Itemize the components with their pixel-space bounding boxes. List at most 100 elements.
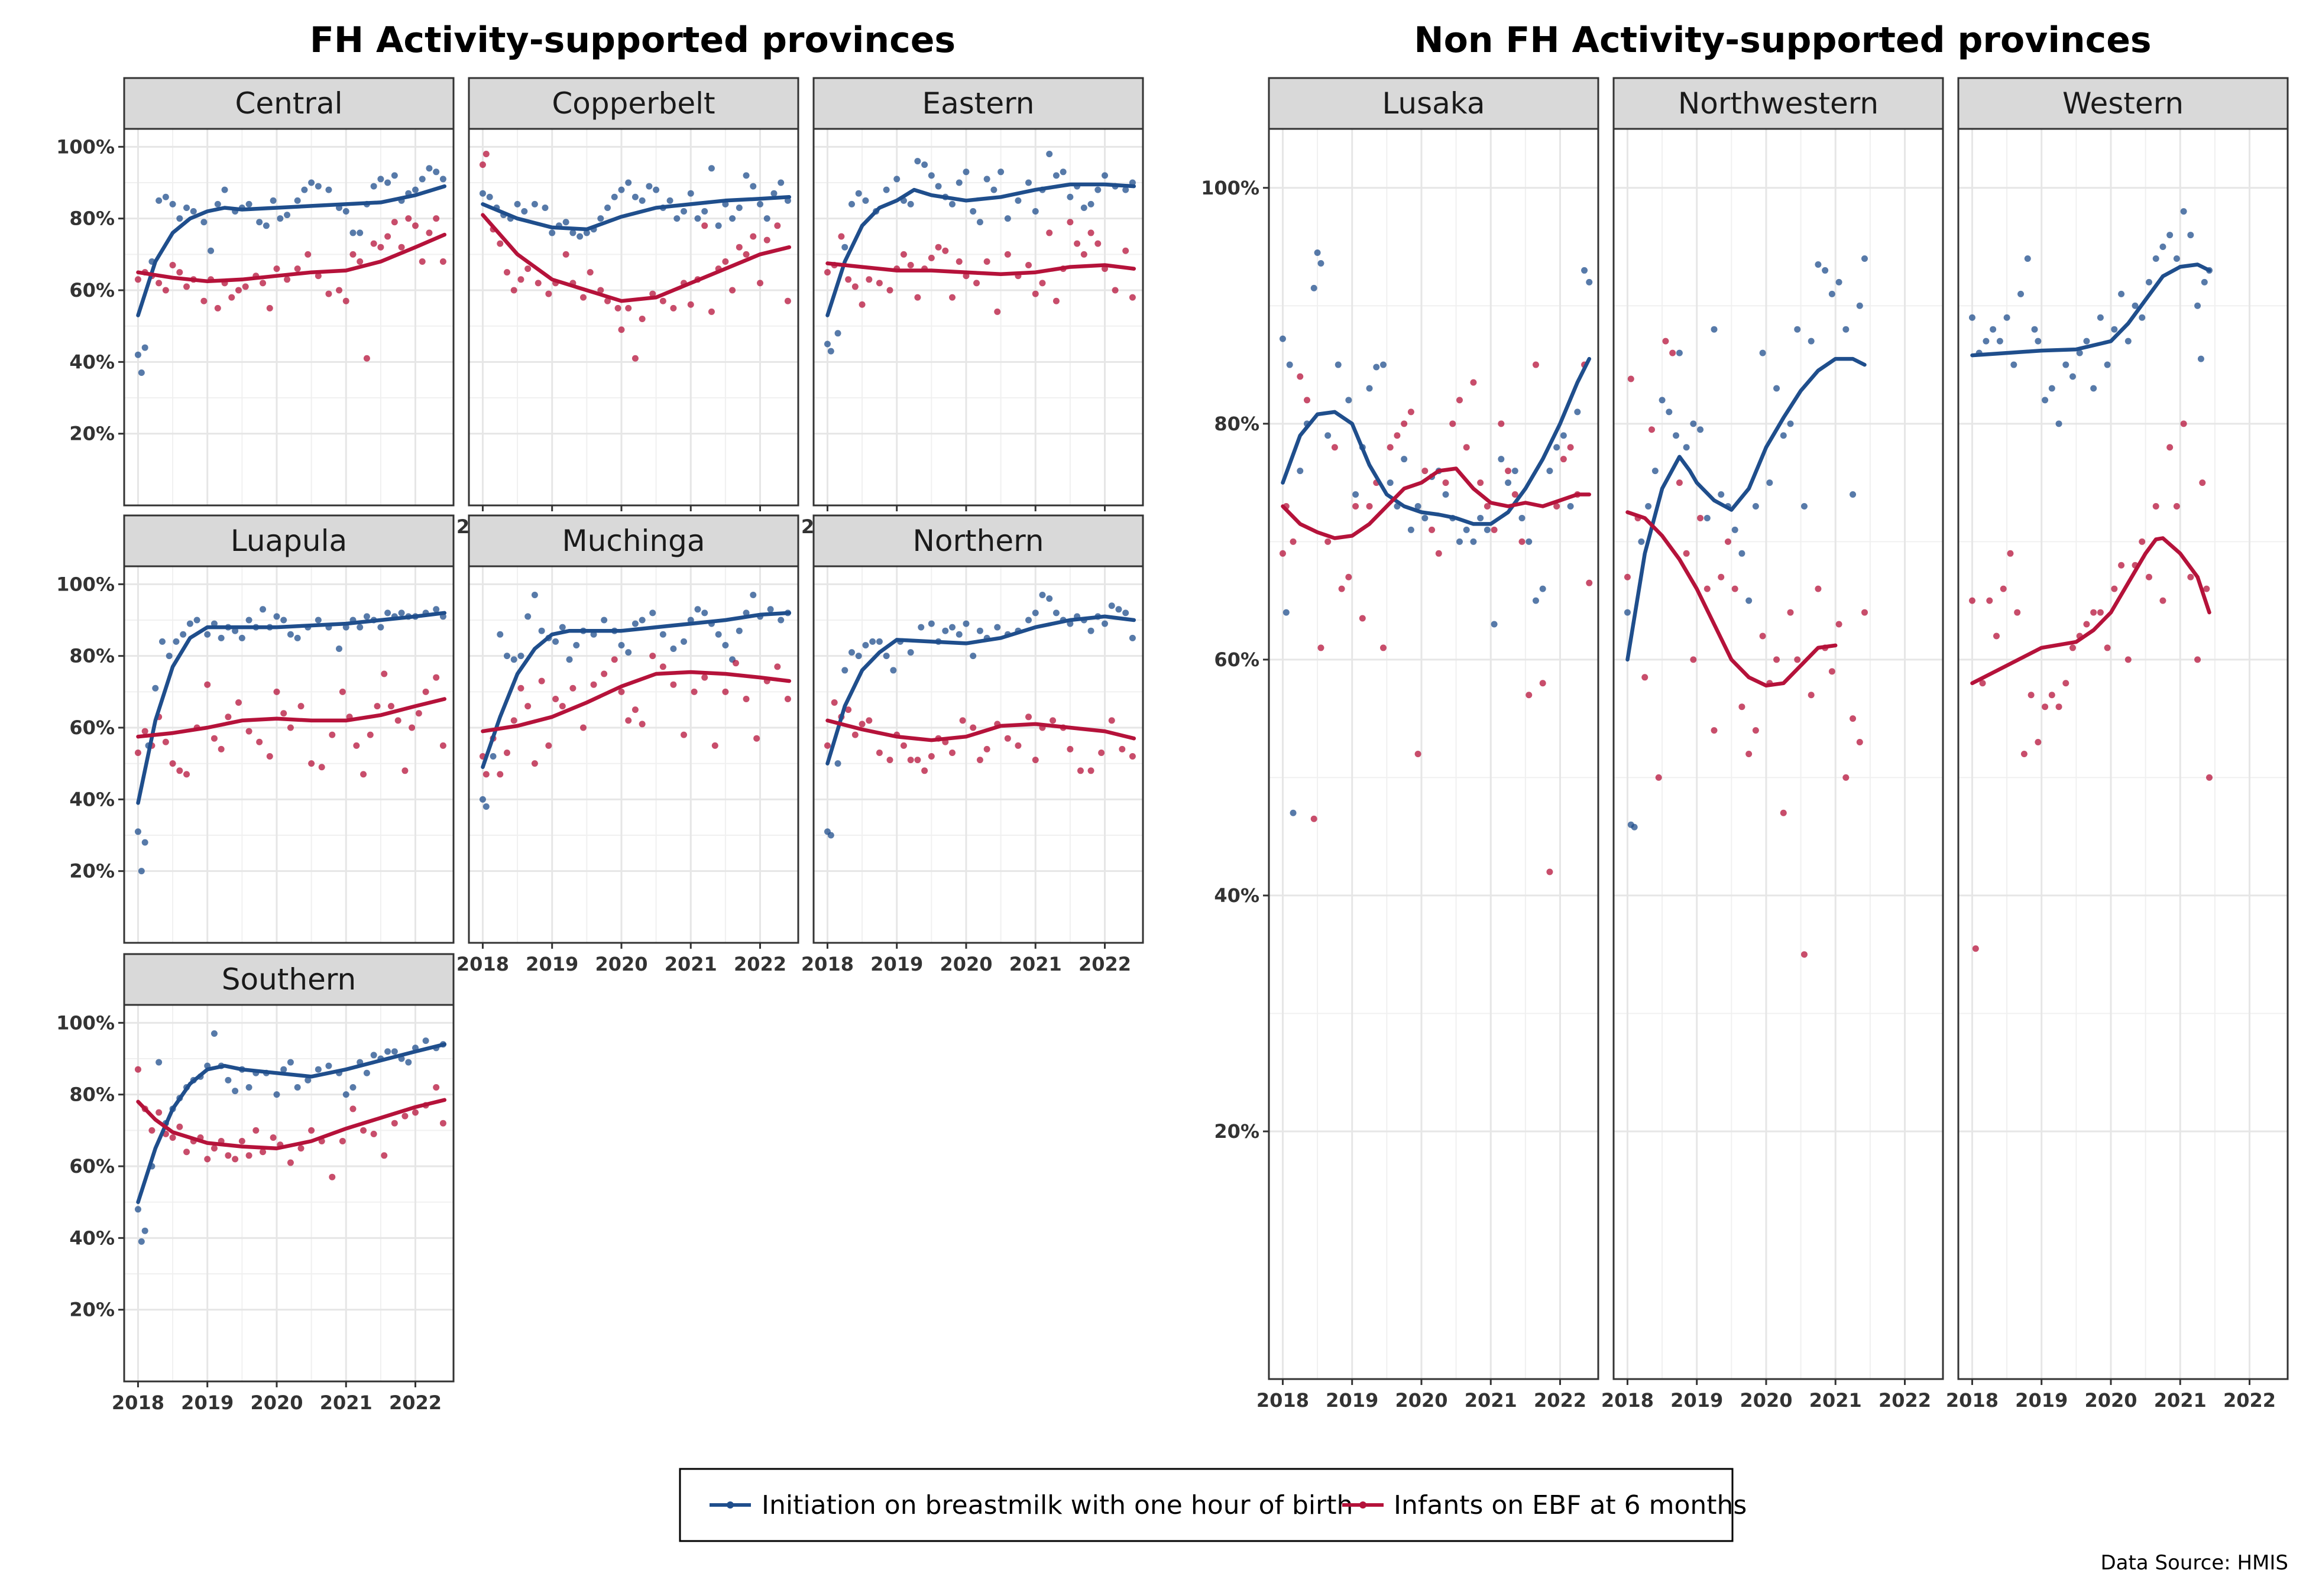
point-initiation (1752, 502, 1759, 510)
point-ebf (405, 215, 412, 222)
point-ebf (204, 1156, 211, 1163)
point-ebf (687, 301, 694, 308)
point-ebf (2111, 585, 2118, 592)
point-initiation (2076, 349, 2083, 356)
panel-background (124, 566, 454, 943)
point-initiation (1861, 255, 1868, 262)
point-ebf (2199, 479, 2206, 486)
point-ebf (2014, 609, 2021, 616)
point-ebf (1491, 526, 1498, 533)
point-ebf (305, 251, 312, 258)
point-ebf (1098, 749, 1105, 756)
point-ebf (1511, 491, 1518, 498)
point-ebf (973, 280, 980, 287)
point-initiation (1532, 597, 1539, 604)
point-ebf (1119, 745, 1126, 752)
point-ebf (1463, 444, 1470, 451)
point-initiation (1651, 468, 1659, 475)
point-initiation (152, 685, 159, 692)
point-ebf (391, 219, 398, 226)
point-initiation (907, 649, 914, 656)
strip-eastern (812, 77, 1144, 130)
point-initiation (681, 638, 688, 645)
point-initiation (1703, 514, 1711, 521)
point-ebf (1842, 774, 1850, 781)
point-initiation (1379, 361, 1387, 368)
point-initiation (2048, 385, 2055, 392)
point-ebf (315, 273, 322, 280)
point-initiation (1850, 491, 1857, 498)
point-initiation (1407, 526, 1414, 533)
point-ebf (238, 1138, 245, 1145)
point-initiation (391, 1048, 398, 1055)
point-ebf (156, 280, 163, 287)
legend-key-ebf-dot (1359, 1501, 1366, 1509)
strip-label-eastern: Eastern (922, 86, 1034, 121)
strip-muchinga (468, 514, 799, 567)
point-initiation (893, 176, 901, 183)
point-initiation (883, 186, 890, 193)
point-ebf (1310, 815, 1317, 822)
point-ebf (921, 767, 928, 774)
point-ebf (1015, 742, 1022, 749)
point-ebf (183, 771, 190, 778)
point-initiation (208, 247, 215, 254)
point-initiation (482, 803, 490, 810)
point-initiation (1505, 479, 1512, 486)
x-tick-label: 2020 (1740, 1389, 1792, 1412)
point-ebf (1979, 680, 1986, 687)
point-initiation (649, 609, 656, 617)
legend-key-initiation-dot (727, 1501, 734, 1509)
point-ebf (225, 1152, 232, 1159)
point-ebf (1627, 375, 1634, 382)
point-initiation (433, 606, 440, 613)
point-initiation (357, 624, 364, 631)
point-ebf (1290, 538, 1297, 545)
point-ebf (1690, 656, 1697, 663)
point-initiation (1683, 444, 1690, 451)
point-initiation (562, 219, 569, 226)
point-ebf (1338, 585, 1345, 592)
point-ebf (297, 1145, 305, 1152)
point-ebf (210, 1145, 218, 1152)
point-ebf (148, 1127, 156, 1134)
point-initiation (1856, 302, 1863, 309)
point-initiation (503, 653, 510, 660)
point-ebf (412, 222, 419, 229)
point-ebf (2097, 609, 2104, 616)
point-ebf (204, 681, 211, 688)
point-initiation (956, 179, 963, 186)
point-initiation (907, 200, 914, 207)
point-ebf (900, 742, 907, 749)
point-ebf (753, 735, 760, 742)
point-initiation (834, 330, 841, 337)
point-initiation (1800, 502, 1808, 510)
trend-line-ebf (136, 1098, 447, 1150)
point-ebf (218, 745, 225, 752)
point-ebf (838, 233, 845, 240)
strip-lusaka (1268, 77, 1599, 130)
point-ebf (2035, 739, 2042, 746)
point-initiation (1842, 326, 1850, 333)
x-tick-label: 2018 (1946, 1389, 1999, 1412)
point-initiation (722, 641, 729, 648)
point-initiation (2197, 355, 2204, 362)
point-ebf (2159, 597, 2166, 604)
point-ebf (426, 229, 433, 236)
point-initiation (186, 620, 193, 627)
point-ebf (949, 294, 956, 301)
point-initiation (162, 193, 169, 200)
point-initiation (1345, 397, 1352, 404)
point-initiation (349, 229, 357, 236)
point-ebf (1703, 585, 1711, 592)
strip-label-western: Western (2062, 86, 2184, 121)
point-initiation (736, 204, 743, 211)
point-initiation (1539, 585, 1546, 592)
point-initiation (750, 183, 757, 190)
legend-box (679, 1468, 1734, 1542)
point-initiation (618, 186, 625, 193)
point-initiation (1766, 479, 1773, 486)
point-ebf (2048, 692, 2055, 699)
point-initiation (1286, 361, 1293, 368)
point-initiation (2139, 314, 2146, 321)
